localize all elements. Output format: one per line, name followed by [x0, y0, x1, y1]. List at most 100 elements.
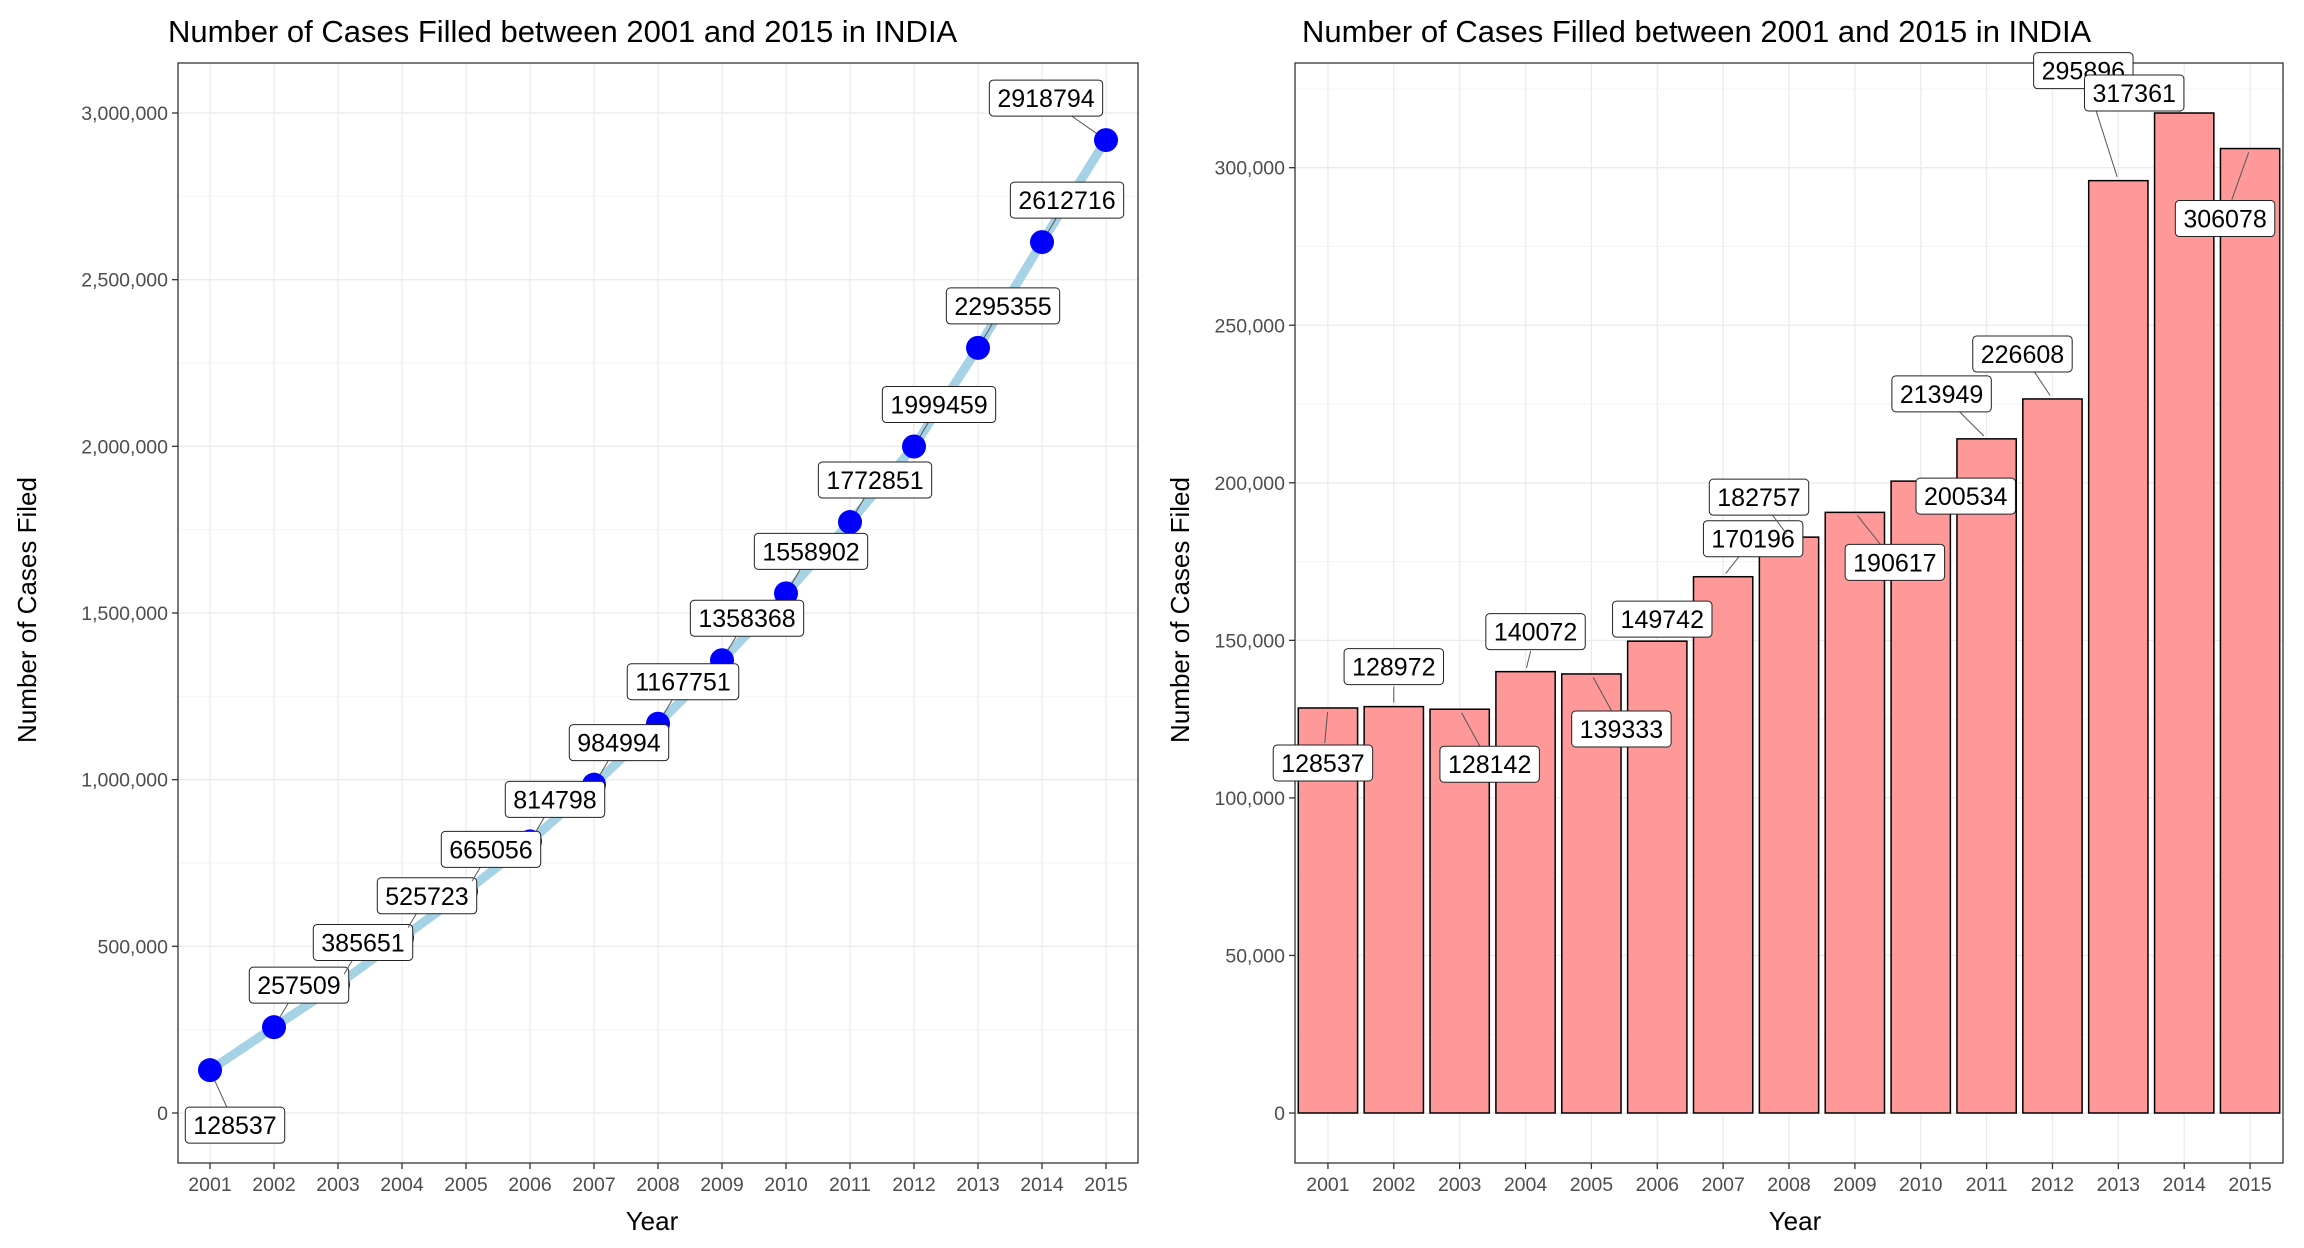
x-tick-label: 2004	[380, 1174, 424, 1196]
data-point	[198, 1058, 222, 1083]
data-label-box	[988, 79, 1104, 117]
y-axis: 0 500,000 1,000,000 1,500,000 2,000,000 2,500…	[81, 103, 178, 1125]
data-label: 2612716	[1018, 187, 1115, 215]
x-axis: 2001 2002 2003 2004 2005 2006 2007 2008 2009 2010…	[1306, 1163, 2272, 1196]
label-leader	[1955, 407, 1985, 437]
data-label-box	[817, 461, 933, 499]
data-label: 128537	[1281, 750, 1364, 778]
x-tick-label: 2003	[316, 1174, 359, 1196]
data-label-box	[248, 966, 350, 1004]
data-point	[1030, 230, 1054, 255]
label-leader	[214, 1080, 229, 1109]
data-point	[774, 581, 798, 606]
data-label-box	[689, 599, 805, 637]
y-axis-title: Number of Cases Filed	[1165, 477, 1195, 743]
label-leader	[1770, 512, 1787, 535]
data-label-box	[945, 287, 1061, 325]
data-label: 149742	[1621, 606, 1704, 634]
y-tick-label: 3,000,000	[81, 103, 168, 125]
bar	[1758, 536, 1820, 1114]
data-label: 1358368	[698, 605, 795, 633]
y-tick-label: 2,500,000	[81, 270, 168, 292]
chart-title: Number of Cases Filled between 2001 and …	[168, 14, 958, 49]
bar	[1692, 575, 1754, 1114]
data-label-box	[1343, 648, 1445, 686]
x-tick-label: 2006	[1636, 1174, 1679, 1196]
x-tick-label: 2013	[956, 1174, 999, 1196]
x-axis-title: Year	[1769, 1206, 1822, 1236]
data-label-box	[1571, 710, 1672, 748]
bar	[2153, 112, 2215, 1114]
data-label-box	[2083, 74, 2185, 112]
bar	[1956, 438, 2017, 1114]
y-tick-label: 200,000	[1215, 473, 1286, 495]
data-label: 984994	[577, 730, 661, 758]
y-axis-title: Number of Cases Filed	[12, 477, 42, 743]
panel	[177, 62, 1139, 1164]
y-tick-label: 500,000	[98, 936, 169, 958]
bar	[1824, 511, 1886, 1114]
data-label-box	[376, 877, 478, 915]
bar	[2087, 179, 2149, 1114]
y-tick-label: 100,000	[1215, 788, 1286, 810]
x-tick-label: 2007	[572, 1174, 615, 1196]
x-tick-label: 2002	[252, 1174, 295, 1196]
data-label: 128537	[193, 1112, 276, 1140]
y-tick-label: 1,500,000	[81, 603, 168, 625]
data-label-box	[1612, 600, 1713, 638]
label-leader	[1526, 650, 1532, 668]
x-tick-label: 2001	[188, 1174, 231, 1196]
data-point	[262, 1015, 286, 1040]
chart-title: Number of Cases Filled between 2001 and …	[1302, 14, 2092, 49]
data-label: 317361	[2092, 80, 2175, 108]
data-label-box	[753, 532, 869, 570]
x-tick-label: 2010	[1899, 1174, 1943, 1196]
data-label: 213949	[1900, 381, 1983, 409]
data-label: 128142	[1448, 751, 1531, 779]
bar-chart: Number of Cases Filled between 2001 and …	[1165, 14, 2284, 1236]
label-leader	[1856, 515, 1883, 548]
x-tick-label: 2010	[764, 1174, 808, 1196]
data-label-box	[1272, 744, 1374, 782]
x-tick-label: 2002	[1372, 1174, 1415, 1196]
x-tick-label: 2012	[2031, 1174, 2074, 1196]
label-leader	[1461, 712, 1481, 747]
data-label: 128972	[1352, 654, 1435, 682]
data-label-box	[1708, 478, 1810, 516]
x-tick-label: 2009	[700, 1174, 743, 1196]
x-tick-label: 2013	[2097, 1174, 2140, 1196]
data-label: 170196	[1711, 526, 1794, 554]
data-label: 140072	[1494, 619, 1577, 647]
label-leader	[2033, 370, 2051, 396]
x-tick-label: 2008	[1767, 1174, 1810, 1196]
data-label-box	[440, 830, 542, 868]
data-label: 200534	[1924, 483, 2008, 511]
bar	[2022, 398, 2083, 1114]
label-leader	[1324, 711, 1329, 744]
y-axis: 0 50,000 100,000 150,000 200,000 250,000 300,0…	[1215, 158, 1295, 1125]
data-label-box	[184, 1106, 286, 1144]
data-labels: 128537 257509 385651 525723 665056 814798 9849…	[184, 79, 1125, 1144]
data-label: 2918794	[997, 85, 1094, 113]
data-label: 2295355	[954, 293, 1051, 321]
x-tick-label: 2008	[636, 1174, 679, 1196]
data-label: 385651	[321, 929, 404, 957]
data-label: 139333	[1580, 716, 1663, 744]
data-label-box	[626, 663, 740, 701]
x-tick-label: 2014	[2163, 1174, 2207, 1196]
x-tick-label: 2004	[1504, 1174, 1548, 1196]
y-tick-label: 2,000,000	[81, 436, 168, 458]
data-label-box	[504, 780, 606, 818]
data-label: 257509	[257, 972, 340, 1000]
data-label: 1999459	[890, 392, 987, 420]
x-tick-label: 2007	[1701, 1174, 1744, 1196]
data-label: 525723	[385, 883, 468, 911]
y-tick-label: 0	[1274, 1103, 1285, 1125]
x-tick-label: 2015	[2228, 1174, 2272, 1196]
x-axis: 2001 2002 2003 2004 2005 2006 2007 2008 2009 2010…	[188, 1163, 1128, 1196]
data-point	[838, 510, 862, 535]
label-leader	[1725, 554, 1742, 574]
data-label-box	[1009, 181, 1125, 219]
data-label-box	[312, 923, 414, 961]
data-point	[902, 434, 926, 459]
